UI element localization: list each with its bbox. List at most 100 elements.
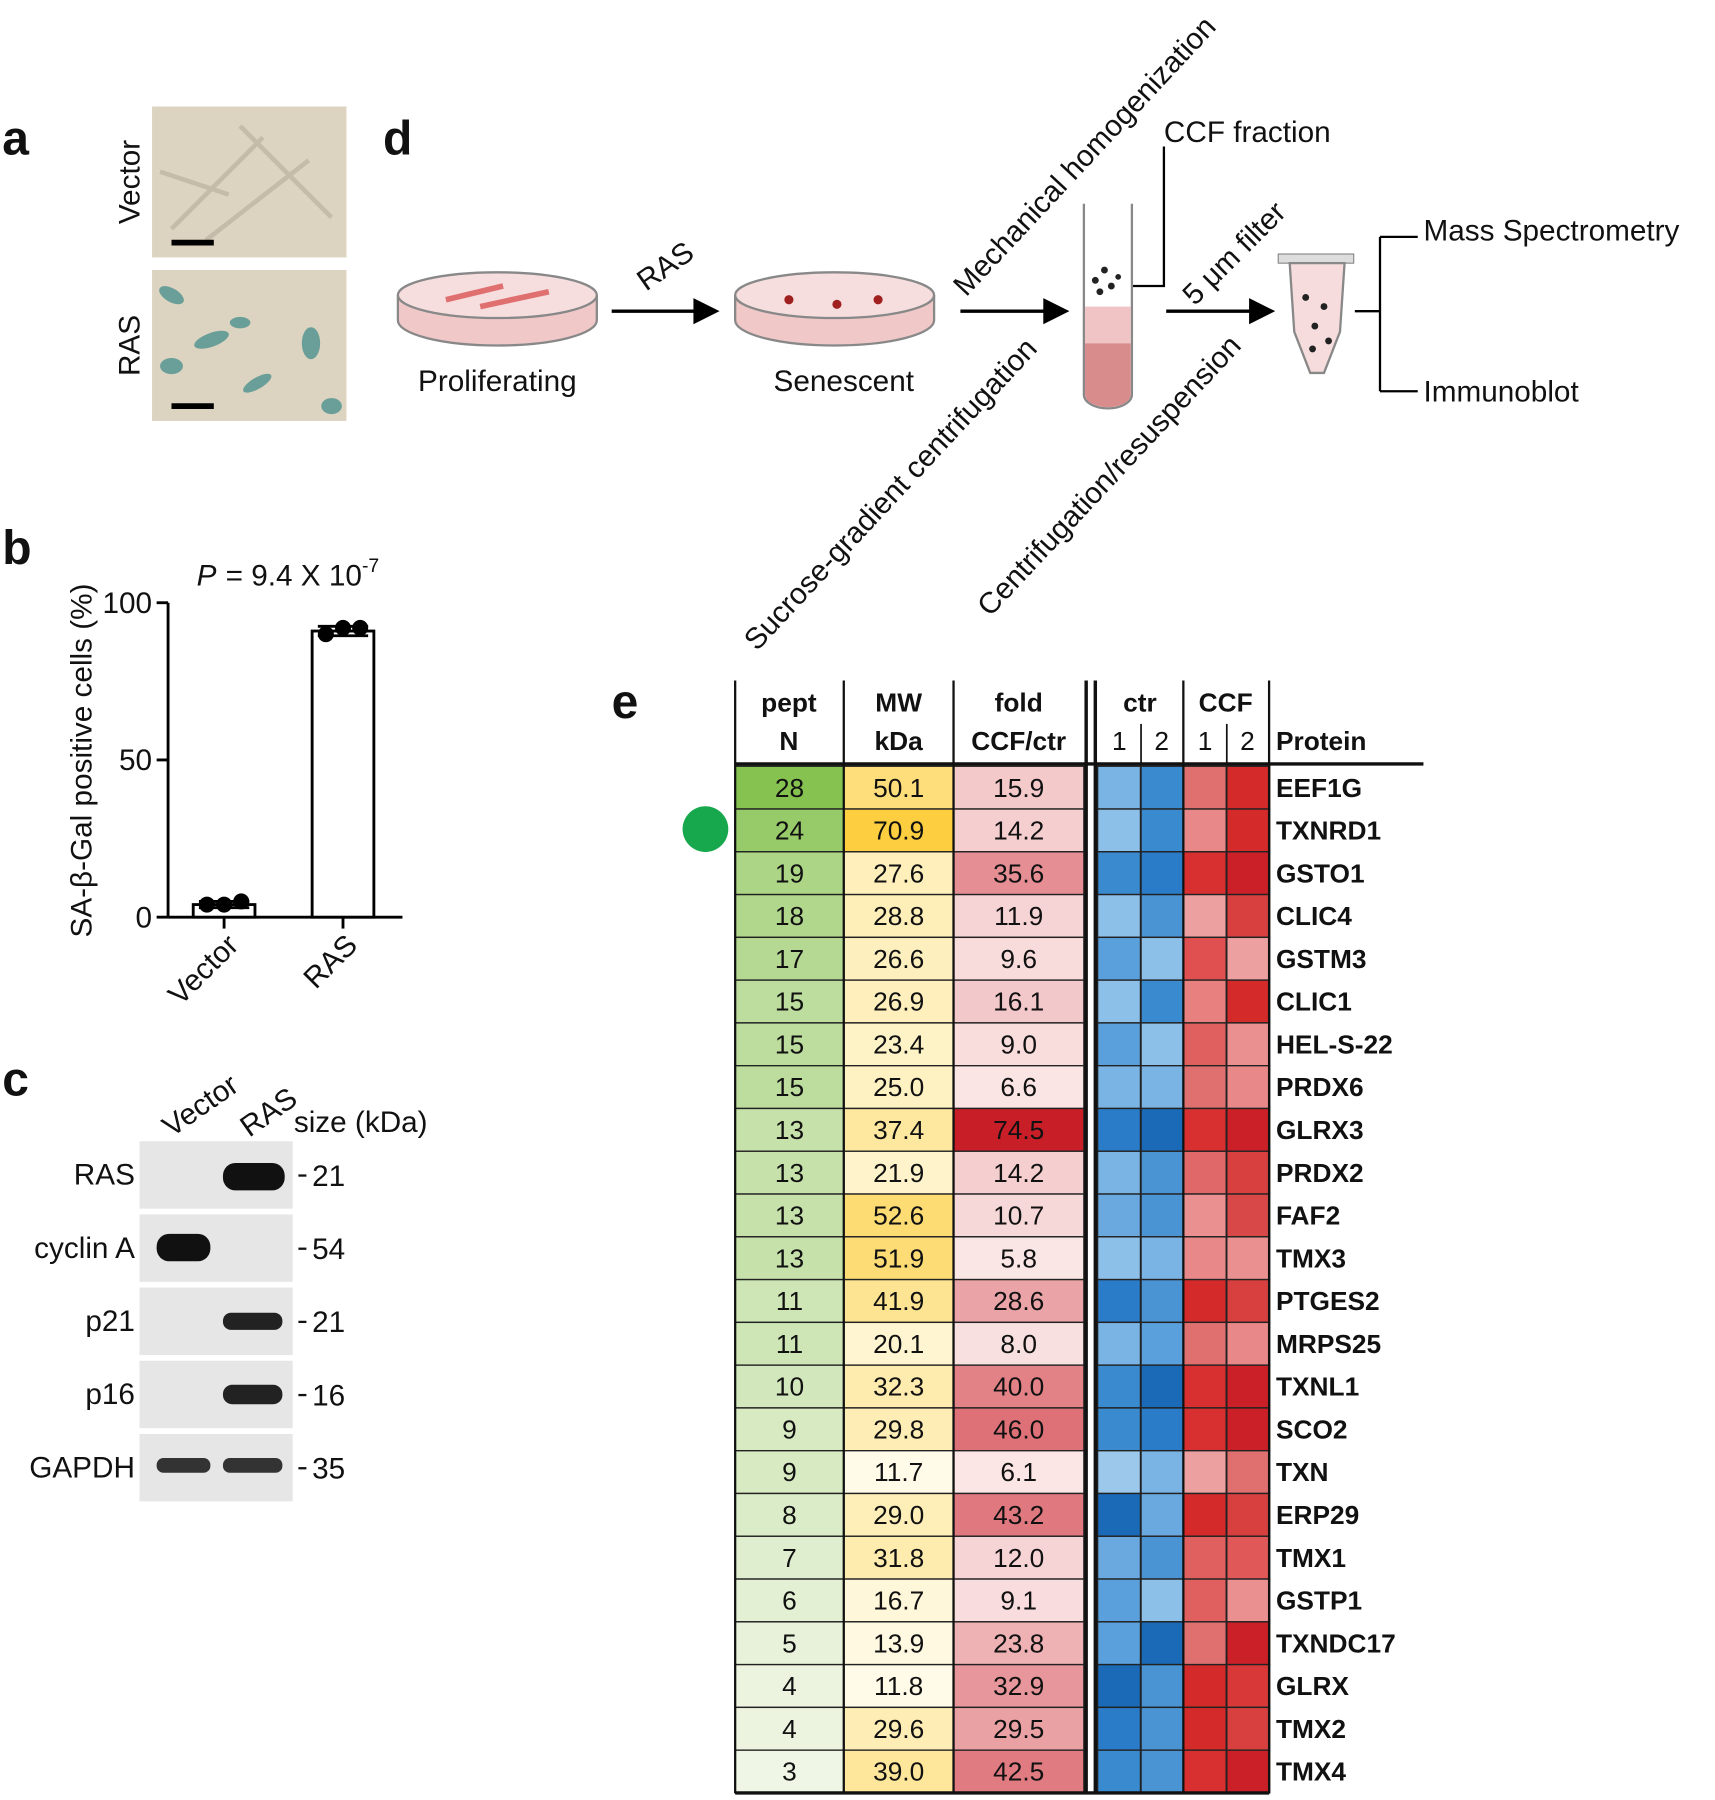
cell: [952, 1236, 1085, 1281]
cell-text: 18: [775, 901, 804, 931]
protein-name: GLRX3: [1276, 1115, 1364, 1145]
heat-cell: [1182, 1065, 1227, 1110]
cell-text: 14.2: [993, 816, 1044, 846]
panel-label: b: [2, 522, 31, 575]
panel-label: d: [383, 113, 412, 166]
heat-cell: [1182, 893, 1227, 939]
heat-cell: [1096, 893, 1142, 939]
cell: [952, 1535, 1085, 1580]
heat-cell: [1226, 1022, 1271, 1067]
protein-name: GSTO1: [1276, 858, 1365, 888]
heat-cell: [1226, 1621, 1271, 1666]
stained-cells: [159, 286, 342, 415]
heat-cell: [1140, 1663, 1185, 1709]
protein-name: GLRX: [1276, 1671, 1349, 1701]
heat-cell: [1182, 1022, 1227, 1067]
heat-cell: [1226, 808, 1271, 853]
eppendorf-tube: [1277, 253, 1355, 375]
protein-name: TXN: [1276, 1457, 1329, 1487]
cell-text: 14.2: [993, 1158, 1044, 1188]
replicate-header: 1: [1112, 726, 1127, 756]
data-point: [317, 626, 334, 643]
heat-cell: [1226, 1407, 1271, 1452]
annotation-symbol: P: [197, 560, 217, 593]
cell-text: 7: [782, 1543, 797, 1573]
cell-text: 13: [775, 1201, 804, 1231]
cell-text: 19: [775, 858, 804, 888]
size-label: 21: [312, 1160, 345, 1193]
heat-cell: [1140, 1621, 1185, 1666]
micrograph: [152, 106, 347, 258]
column-header: N: [779, 726, 798, 756]
annotation-exponent: -7: [362, 555, 379, 577]
cell: [734, 1065, 845, 1110]
column-header: CCF/ctr: [971, 726, 1066, 756]
protein-name: CLIC1: [1276, 987, 1352, 1017]
cell-text: 27.6: [873, 858, 924, 888]
cell-text: 11.8: [874, 1671, 923, 1701]
arrows: [611, 146, 1418, 393]
heat-cell: [1226, 1492, 1271, 1537]
heat-cell: [1226, 1321, 1271, 1366]
protein-name: TXNRD1: [1276, 816, 1381, 846]
heat-cell: [1140, 1364, 1185, 1409]
cell: [734, 1193, 845, 1238]
heat-cell: [1140, 1150, 1185, 1195]
cell-outline: [159, 124, 334, 243]
cell-text: 29.6: [873, 1714, 924, 1744]
step-label: Senescent: [774, 365, 915, 398]
cell-text: 15: [775, 987, 804, 1017]
cell-text: 52.6: [873, 1201, 924, 1231]
heat-cell: [1226, 1065, 1271, 1110]
tube: [1082, 203, 1134, 410]
cell-text: 9.6: [1000, 944, 1037, 974]
heat-cell: [1096, 979, 1142, 1024]
column-header: pept: [761, 687, 817, 717]
cell: [952, 1749, 1085, 1794]
protein-name: PRDX2: [1276, 1158, 1364, 1188]
cell-text: 11.7: [874, 1457, 923, 1487]
protein-name: TMX1: [1276, 1543, 1346, 1573]
cell-text: 13.9: [873, 1628, 924, 1658]
cell-text: 9: [782, 1457, 797, 1487]
heat-cell: [1182, 1150, 1227, 1195]
cell: [843, 1236, 955, 1281]
cell: [843, 1150, 955, 1195]
immunoblot: RAS 21 cyclin A 54 p21 21 p16 16 GAPDH 35: [29, 1141, 345, 1502]
x-tick-label: Vector: [162, 928, 245, 1011]
cell-text: 6: [782, 1586, 797, 1616]
cell: [843, 808, 955, 853]
cell-text: 25.0: [873, 1072, 924, 1102]
cell-text: 15: [775, 1072, 804, 1102]
protein-name: HEL-S-22: [1276, 1029, 1393, 1059]
cell-text: 21.9: [873, 1158, 924, 1188]
step-label: Immunoblot: [1423, 376, 1579, 409]
cell-text: 15.9: [993, 773, 1044, 803]
cell-text: 4: [782, 1671, 797, 1701]
cell-text: 28.6: [993, 1286, 1044, 1316]
protein-label: RAS: [74, 1159, 135, 1192]
heat-cell: [1182, 979, 1227, 1024]
heat-cell: [1140, 1578, 1185, 1623]
heat-cell: [1226, 1450, 1271, 1495]
cell-text: 46.0: [993, 1414, 1044, 1444]
heat-cell: [1140, 1706, 1185, 1751]
heat-cell: [1226, 936, 1271, 981]
protein-name: FAF2: [1276, 1201, 1340, 1231]
cell-text: 29.0: [873, 1500, 924, 1530]
heat-cell: [1096, 1065, 1142, 1110]
cell-text: 9.0: [1000, 1029, 1037, 1059]
cell: [734, 851, 845, 896]
heat-cell: [1182, 765, 1227, 810]
heat-cell: [1226, 1150, 1271, 1195]
cell: [952, 1065, 1085, 1110]
cell-text: 31.8: [873, 1543, 924, 1573]
protein-name: ERP29: [1276, 1500, 1359, 1530]
heat-cell: [1182, 1663, 1227, 1709]
cell-text: 50.1: [873, 773, 924, 803]
heat-cell: [1226, 1193, 1271, 1238]
protein-name: TMX2: [1276, 1714, 1346, 1744]
cell: [843, 1193, 955, 1238]
protein-name: TXNL1: [1276, 1372, 1359, 1402]
